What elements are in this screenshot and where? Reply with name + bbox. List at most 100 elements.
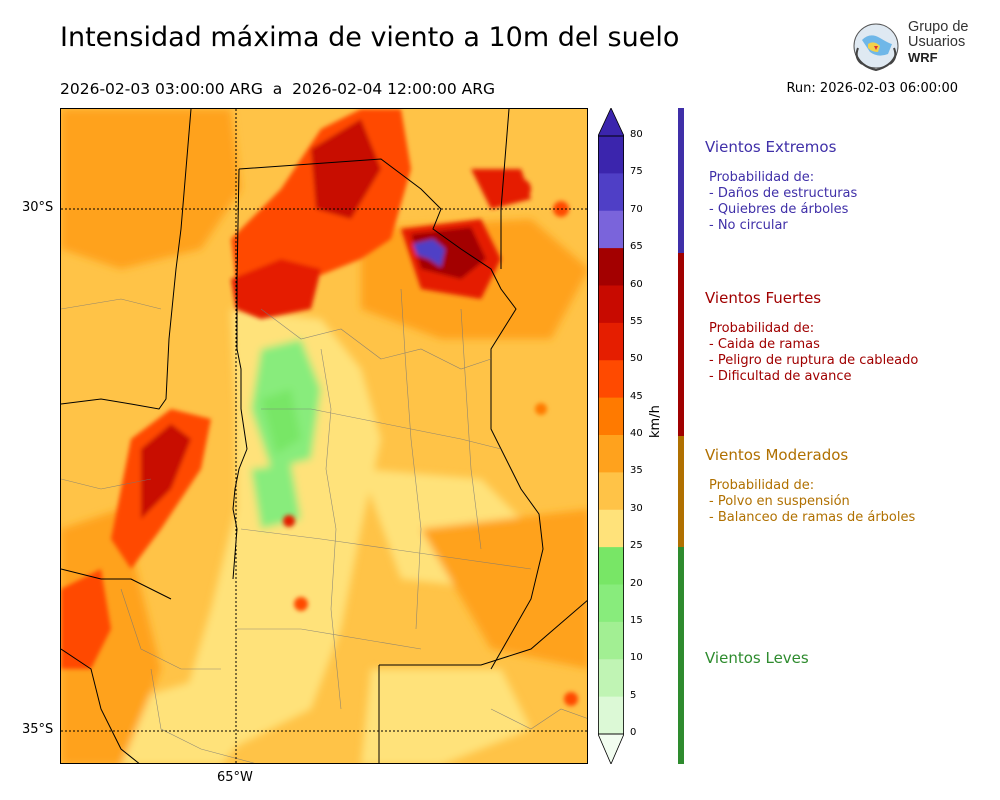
colorbar-level-55 xyxy=(598,285,624,324)
field-cell xyxy=(294,597,308,611)
colorbar-level-35 xyxy=(598,435,624,473)
field-zone-30 xyxy=(361,669,531,763)
category-items: Probabilidad de: - Polvo en suspensión - B… xyxy=(705,478,915,526)
colorbar-tick-label: 25 xyxy=(630,540,643,552)
colorbar-level-15 xyxy=(598,584,624,623)
category-item: - Dificultad de avance xyxy=(709,369,852,384)
field-cell xyxy=(511,179,531,199)
colorbar-level-30 xyxy=(598,472,624,511)
colorbar-tick-label: 0 xyxy=(630,727,637,738)
forecast-period: 2026-02-03 03:00:00 ARG a 2026-02-04 12:… xyxy=(60,80,496,98)
wind-field-svg xyxy=(61,109,587,763)
boundaries xyxy=(61,109,587,763)
colorbar-tick-label: 50 xyxy=(630,353,643,365)
wrf-logo: Grupo de Usuarios WRF xyxy=(848,18,978,74)
border-line xyxy=(379,600,587,666)
category-item: - Peligro de ruptura de cableado xyxy=(709,353,919,368)
category-item: - Daños de estructuras xyxy=(709,186,858,201)
category-items: Probabilidad de: - Daños de estructuras - … xyxy=(705,170,857,234)
field-zone-30 xyxy=(181,309,381,749)
category-title: Vientos Moderados xyxy=(705,446,849,464)
category-item: Probabilidad de: xyxy=(709,478,815,493)
department-lines xyxy=(61,288,587,763)
category-band xyxy=(678,108,684,253)
colorbar-level-0 xyxy=(598,696,624,735)
colorbar-tick-label: 30 xyxy=(630,502,643,514)
lat-label-30s: 30°S xyxy=(22,200,54,215)
category-item: Probabilidad de: xyxy=(709,170,815,185)
field-zone-40 xyxy=(421,509,587,669)
colorbar-level-40 xyxy=(598,397,624,436)
category-item: Probabilidad de: xyxy=(709,321,815,336)
colorbar-level-5 xyxy=(598,659,624,698)
border-line xyxy=(238,158,544,670)
colorbar-tick-label: 15 xyxy=(630,614,643,626)
field-zone-55 xyxy=(471,169,531,209)
category-band xyxy=(678,436,684,547)
colorbar-max-extension xyxy=(597,107,625,137)
colorbar-level-60 xyxy=(598,248,624,286)
field-zone-40 xyxy=(61,509,161,763)
category-item: - Quiebres de árboles xyxy=(709,202,849,217)
category-item: - Polvo en suspensión xyxy=(709,494,850,509)
colorbar-tick-label: 80 xyxy=(630,129,643,140)
colorbar-tick-label: 65 xyxy=(630,241,643,253)
category-item: - Balanceo de ramas de árboles xyxy=(709,510,916,525)
category-items: Probabilidad de: - Caida de ramas - Peligr… xyxy=(705,321,918,385)
colorbar-tick-label: 55 xyxy=(630,315,643,327)
category-item: - Caida de ramas xyxy=(709,337,820,352)
colorbar-level-45 xyxy=(598,360,624,399)
globe-logo-icon xyxy=(853,23,899,72)
colorbar-tick-label: 5 xyxy=(630,689,637,701)
field-zone-25 xyxy=(261,389,301,454)
colorbar-min-extension xyxy=(597,733,625,766)
colorbar-unit: km/h xyxy=(648,405,663,438)
field-zone-40 xyxy=(61,109,241,269)
colorbar-level-70 xyxy=(598,173,624,212)
field-zone-20 xyxy=(251,464,301,529)
field-zone-60 xyxy=(141,424,191,519)
colorbar-level-50 xyxy=(598,322,624,361)
colorbar-tick-label: 10 xyxy=(630,652,643,664)
map-title: Intensidad máxima de viento a 10m del su… xyxy=(60,22,680,53)
logo-line-1: Grupo de xyxy=(908,19,969,35)
border-line xyxy=(61,568,172,600)
logo-line-2: Usuarios xyxy=(908,34,966,50)
colorbar-tick-label: 45 xyxy=(630,390,643,402)
lat-label-35s: 35°S xyxy=(22,722,54,737)
colorbar-tick-label: 60 xyxy=(630,278,643,290)
category-band xyxy=(678,253,684,436)
colorbar-tick-label: 70 xyxy=(630,203,643,215)
logo-line-3: WRF xyxy=(908,50,938,65)
category-entry: Vientos Extremos Probabilidad de: - Daños … xyxy=(705,138,857,234)
field-cell xyxy=(535,403,547,415)
colorbar-frame xyxy=(598,135,624,735)
colorbar-level-75 xyxy=(598,136,624,174)
colorbar-level-10 xyxy=(598,621,624,660)
colorbar-tick-label: 35 xyxy=(630,465,643,477)
colorbar-svg xyxy=(597,107,625,766)
category-title: Vientos Fuertes xyxy=(705,289,822,307)
category-band xyxy=(678,547,684,764)
lon-label-65w: 65°W xyxy=(217,770,253,785)
field-cell xyxy=(283,515,295,527)
category-title: Vientos Extremos xyxy=(705,138,837,156)
field-zone-50 xyxy=(61,569,111,669)
border-line xyxy=(61,109,192,410)
category-item: - No circular xyxy=(709,218,788,233)
field-zone-55 xyxy=(231,259,321,319)
field-zone-60 xyxy=(311,119,381,219)
wind-map xyxy=(60,108,588,764)
colorbar-level-65 xyxy=(598,210,624,249)
category-title: Vientos Leves xyxy=(705,649,809,667)
border-line xyxy=(61,648,140,763)
colorbar-tick-label: 75 xyxy=(630,166,643,178)
category-entry: Vientos Leves xyxy=(705,649,809,667)
colorbar-tick-label: 40 xyxy=(630,428,643,439)
run-time: Run: 2026-02-03 06:00:00 xyxy=(786,81,958,96)
category-entry: Vientos Fuertes Probabilidad de: - Caida d… xyxy=(705,289,918,385)
colorbar xyxy=(597,107,625,766)
category-entry: Vientos Moderados Probabilidad de: - Polvo… xyxy=(705,446,915,526)
colorbar-tick-label: 20 xyxy=(630,577,643,589)
field-zone-75 xyxy=(413,239,445,267)
